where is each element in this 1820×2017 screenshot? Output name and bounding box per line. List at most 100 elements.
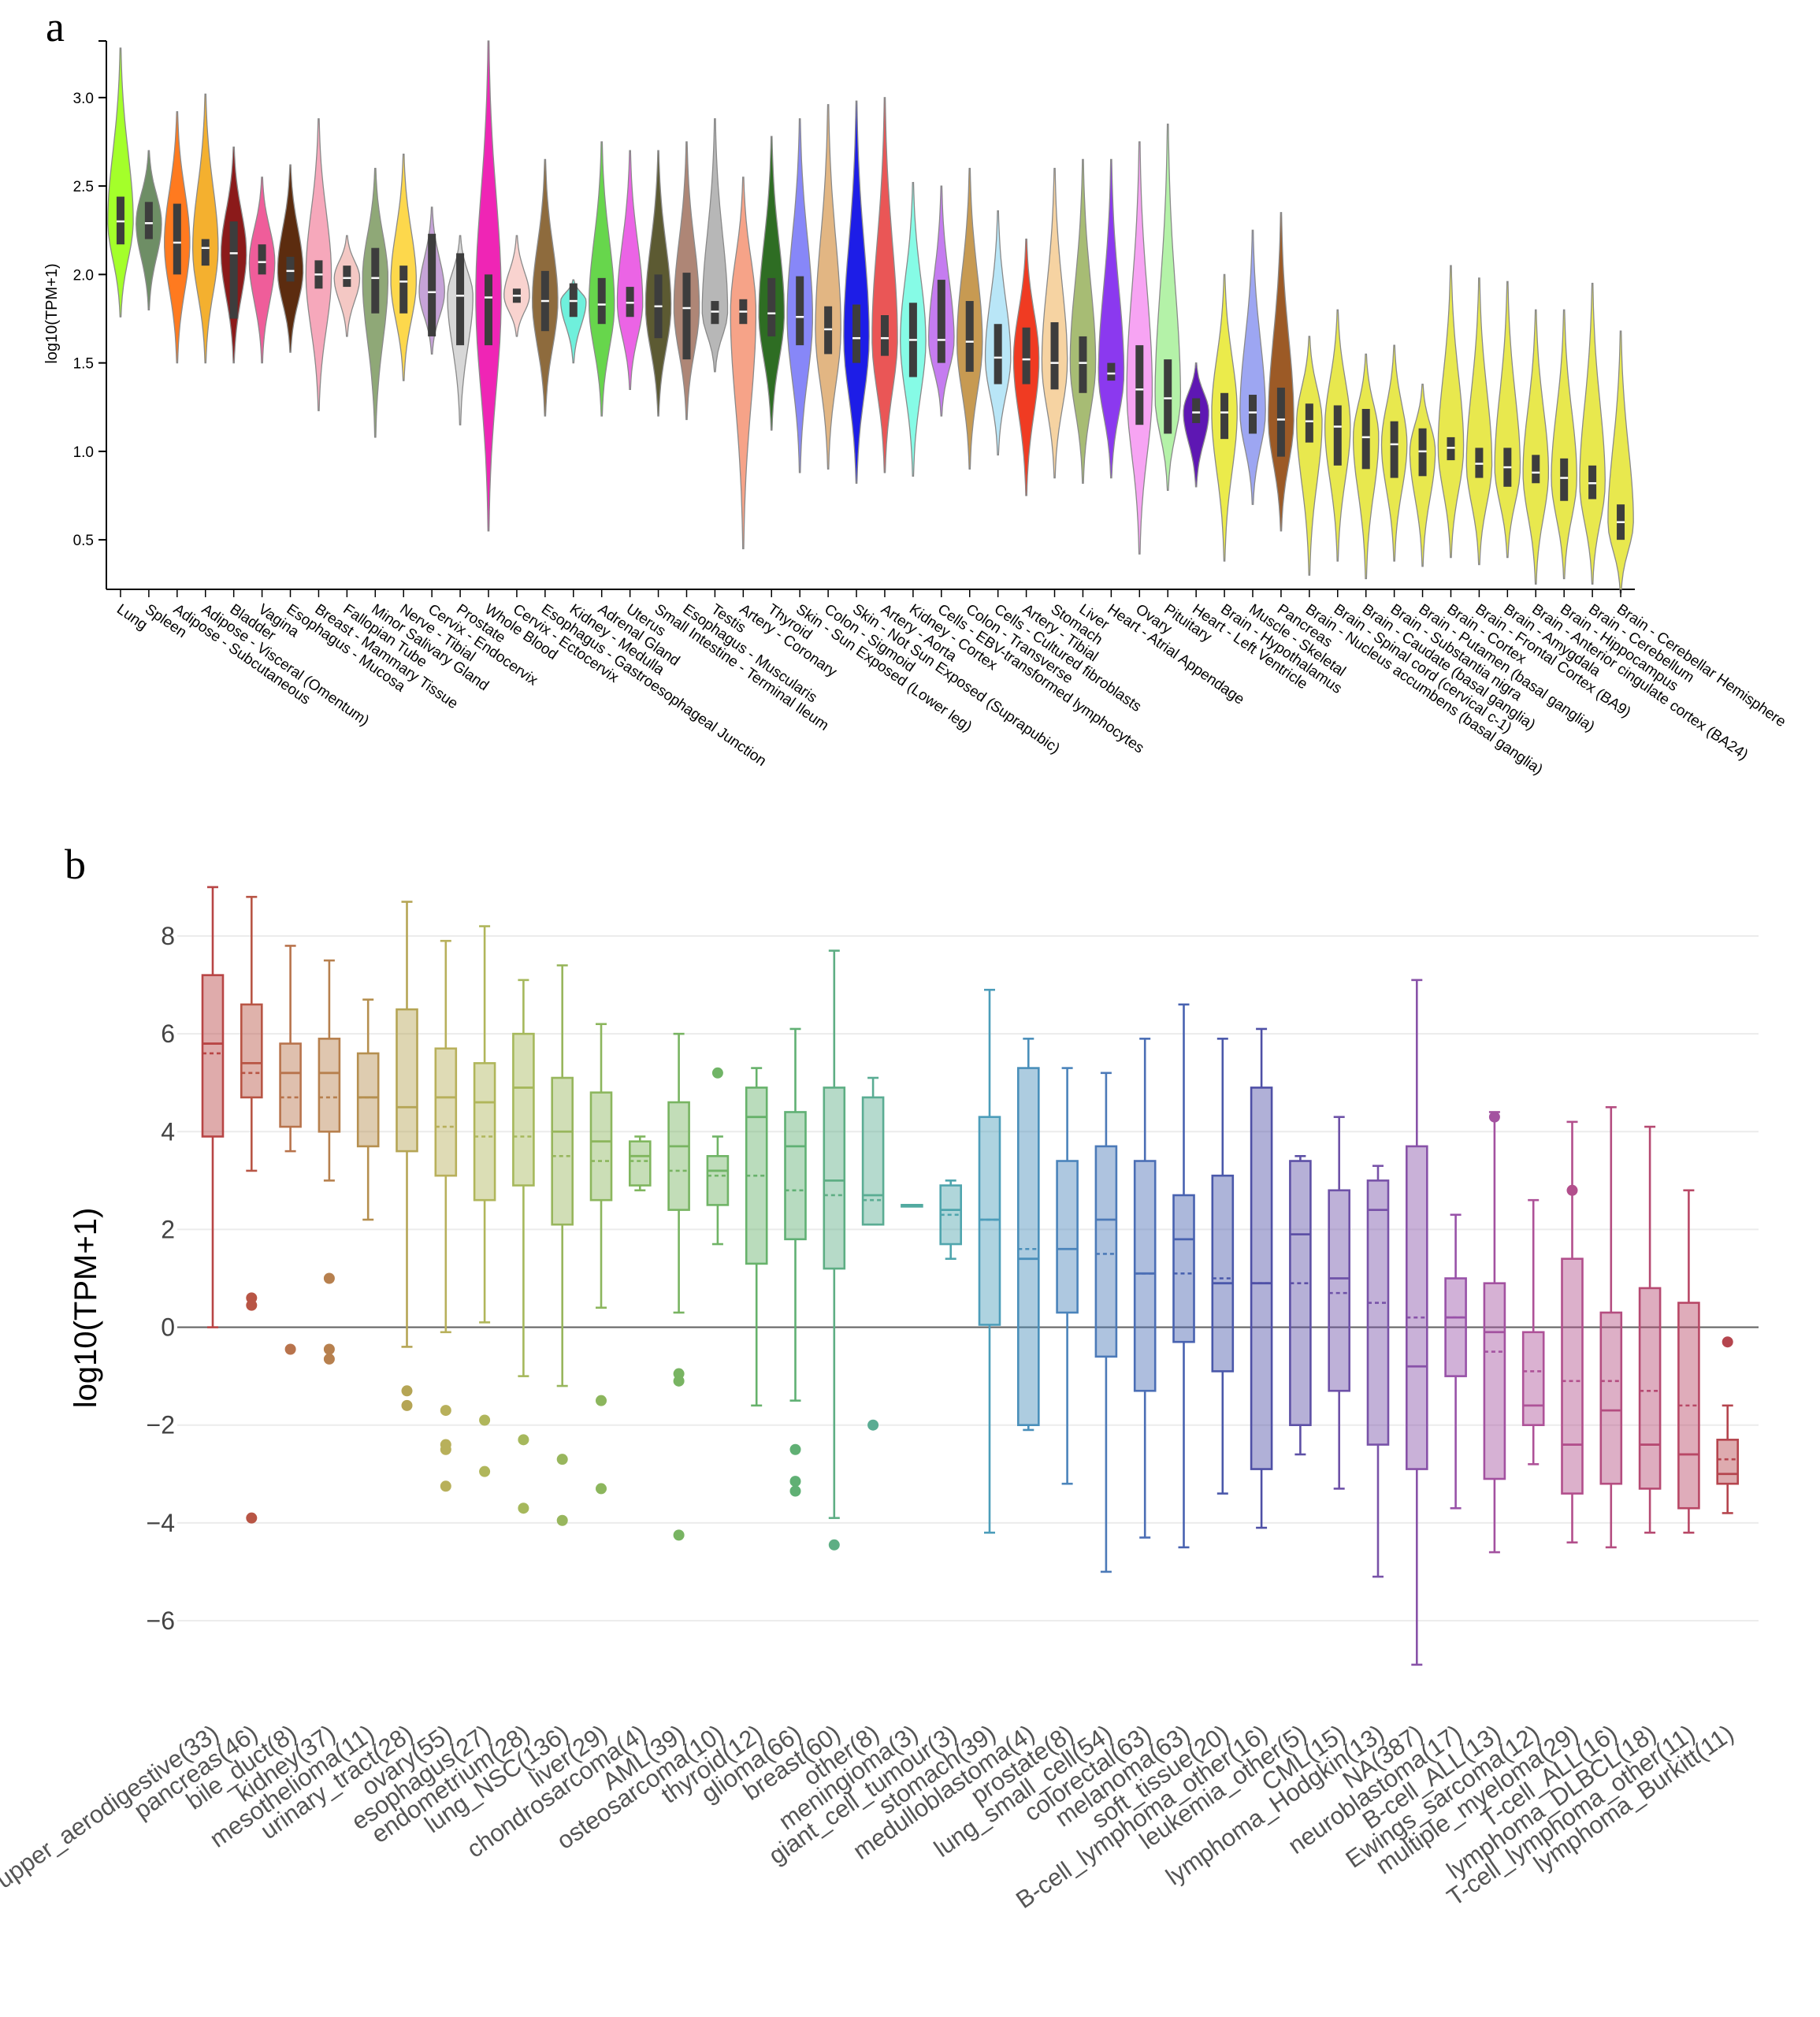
box-iqr: [1366, 1179, 1390, 1446]
box-ewings-sarcoma-12: [1521, 1198, 1545, 1465]
box-iqr: [1444, 1277, 1467, 1377]
box-b-cell-lymphoma-other-16: [1250, 1027, 1273, 1529]
box-soft-tissue-20: [1211, 1038, 1235, 1495]
outlier-point: [479, 1465, 491, 1477]
box-multiple-myeloma-29: [1561, 1120, 1584, 1543]
violin-iqr-vagina: [258, 244, 266, 275]
box-thyroid-12: [745, 1067, 768, 1407]
violin-iqr-stomach: [1050, 321, 1059, 390]
box-iqr: [1599, 1311, 1623, 1485]
violin-iqr-skin-not-sun-exposed-suprapubic: [852, 304, 861, 363]
violin-pancreas: [1268, 212, 1294, 532]
box-lymphoma-dlbcl-18: [1638, 1125, 1662, 1534]
violin-colon-sigmoid: [815, 104, 841, 470]
violin-kidney-medulla: [559, 279, 587, 364]
box-iqr: [589, 1091, 613, 1202]
panel-b-y-tick-label: 8: [161, 922, 175, 950]
outlier-point: [1722, 1336, 1733, 1348]
box-iqr: [1406, 1145, 1428, 1470]
box-other-8: [861, 1076, 885, 1226]
box-lymphoma-burkitt-11: [1716, 1404, 1739, 1514]
violin-iqr-cells-ebv-transformed-lymphocytes: [937, 280, 945, 363]
outlier-point: [556, 1454, 568, 1465]
box-stomach-39: [978, 988, 1001, 1534]
box-endometrium-28: [512, 979, 535, 1377]
violin-iqr-brain-hippocampus: [1560, 458, 1569, 501]
outlier-point: [440, 1443, 451, 1455]
box-lung-nsc-136: [551, 964, 574, 1387]
box-iqr: [706, 1155, 730, 1206]
box-chondrosarcoma-4: [628, 1135, 652, 1192]
panel-a-y-axis-label: log10(TPM+1): [43, 263, 61, 363]
outlier-point: [284, 1343, 296, 1355]
violin-brain-nucleus-accumbens-basal-ganglia: [1296, 336, 1323, 576]
outlier-point: [711, 1067, 723, 1079]
box-pancreas-46: [240, 896, 263, 1172]
violin-adipose-visceral-omentum: [191, 93, 219, 364]
violin-liver: [1069, 158, 1097, 484]
outlier-point: [246, 1299, 258, 1311]
panel-a-y-tick-label: 2.0: [73, 267, 94, 284]
box-iqr: [512, 1032, 535, 1187]
box-melanoma-63: [1172, 1003, 1195, 1549]
violin-iqr-adipose-subcutaneous: [173, 203, 181, 275]
violin-skin-not-sun-exposed-suprapubic: [843, 100, 870, 484]
box-upper-aerodigestive-33: [201, 886, 225, 1328]
box-kidney-37: [318, 959, 341, 1182]
outlier-point: [323, 1272, 335, 1284]
box-iqr: [1094, 1145, 1118, 1358]
outlier-point: [323, 1343, 335, 1355]
panel-a-y-tick-label: 3.0: [73, 91, 94, 107]
violin-brain-anterior-cingulate-cortex-ba24: [1522, 309, 1550, 585]
violin-iqr-colon-transverse: [965, 301, 974, 372]
panel-b-y-tick-label: −4: [147, 1509, 175, 1537]
box-t-cell-all-16: [1599, 1105, 1623, 1549]
panel-b-y-tick-label: −2: [147, 1411, 175, 1439]
box-iqr: [1250, 1087, 1273, 1470]
outlier-point: [556, 1514, 568, 1526]
violin-brain-cortex: [1437, 265, 1465, 559]
violin-brain-frontal-cortex-ba9: [1465, 277, 1493, 566]
box-iqr: [1521, 1331, 1545, 1427]
violin-iqr-muscle-skeletal: [1249, 395, 1257, 434]
violin-iqr-heart-left-ventricle: [1192, 398, 1201, 423]
panel-a-y-tick-label: 2.5: [73, 179, 94, 195]
outlier-point: [867, 1419, 879, 1431]
outlier-point: [440, 1480, 451, 1492]
box-neuroblastoma-17: [1444, 1213, 1467, 1510]
box-aml-39: [667, 1032, 690, 1314]
violin-artery-aorta: [871, 97, 898, 474]
box-leukemia-other-5: [1289, 1155, 1312, 1456]
violin-iqr-nerve-tibial: [399, 266, 408, 314]
panel-b-y-tick-label: 6: [161, 1020, 175, 1048]
violin-muscle-skeletal: [1239, 229, 1266, 505]
outlier-point: [789, 1476, 801, 1488]
violin-brain-cerebellar-hemisphere: [1607, 330, 1634, 594]
box-prostate-8: [1056, 1067, 1079, 1485]
violin-iqr-brain-substantia-nigra: [1390, 421, 1398, 478]
panel-b-y-tick-label: 4: [161, 1117, 175, 1146]
violin-iqr-pancreas: [1276, 388, 1285, 457]
violin-iqr-thyroid: [767, 277, 776, 336]
panel-a-y-tick-label: 0.5: [73, 533, 94, 549]
panel-a-y-tick-label: 1.5: [73, 356, 94, 373]
outlier-point: [401, 1399, 413, 1411]
violin-iqr-whole-blood: [485, 274, 492, 346]
panel-b-y-tick-label: 0: [161, 1313, 175, 1342]
outlier-point: [1488, 1111, 1500, 1123]
box-liver-29: [589, 1023, 613, 1309]
box-iqr: [1211, 1174, 1235, 1373]
violin-pituitary: [1154, 123, 1182, 491]
outlier-point: [596, 1395, 607, 1406]
box-iqr: [473, 1062, 496, 1202]
box-iqr: [1172, 1194, 1195, 1343]
outlier-point: [440, 1405, 451, 1417]
box-iqr: [1056, 1160, 1079, 1314]
panel-b-y-axis-label: log10(TPM+1): [69, 1208, 103, 1409]
violin-iqr-brain-spinal-cord-cervical-c-1: [1333, 405, 1342, 466]
box-osteosarcoma-10: [706, 1135, 730, 1246]
panel-b-box-chart: 86420−2−4−6upper_aerodigestive(33)pancre…: [0, 886, 1759, 1914]
